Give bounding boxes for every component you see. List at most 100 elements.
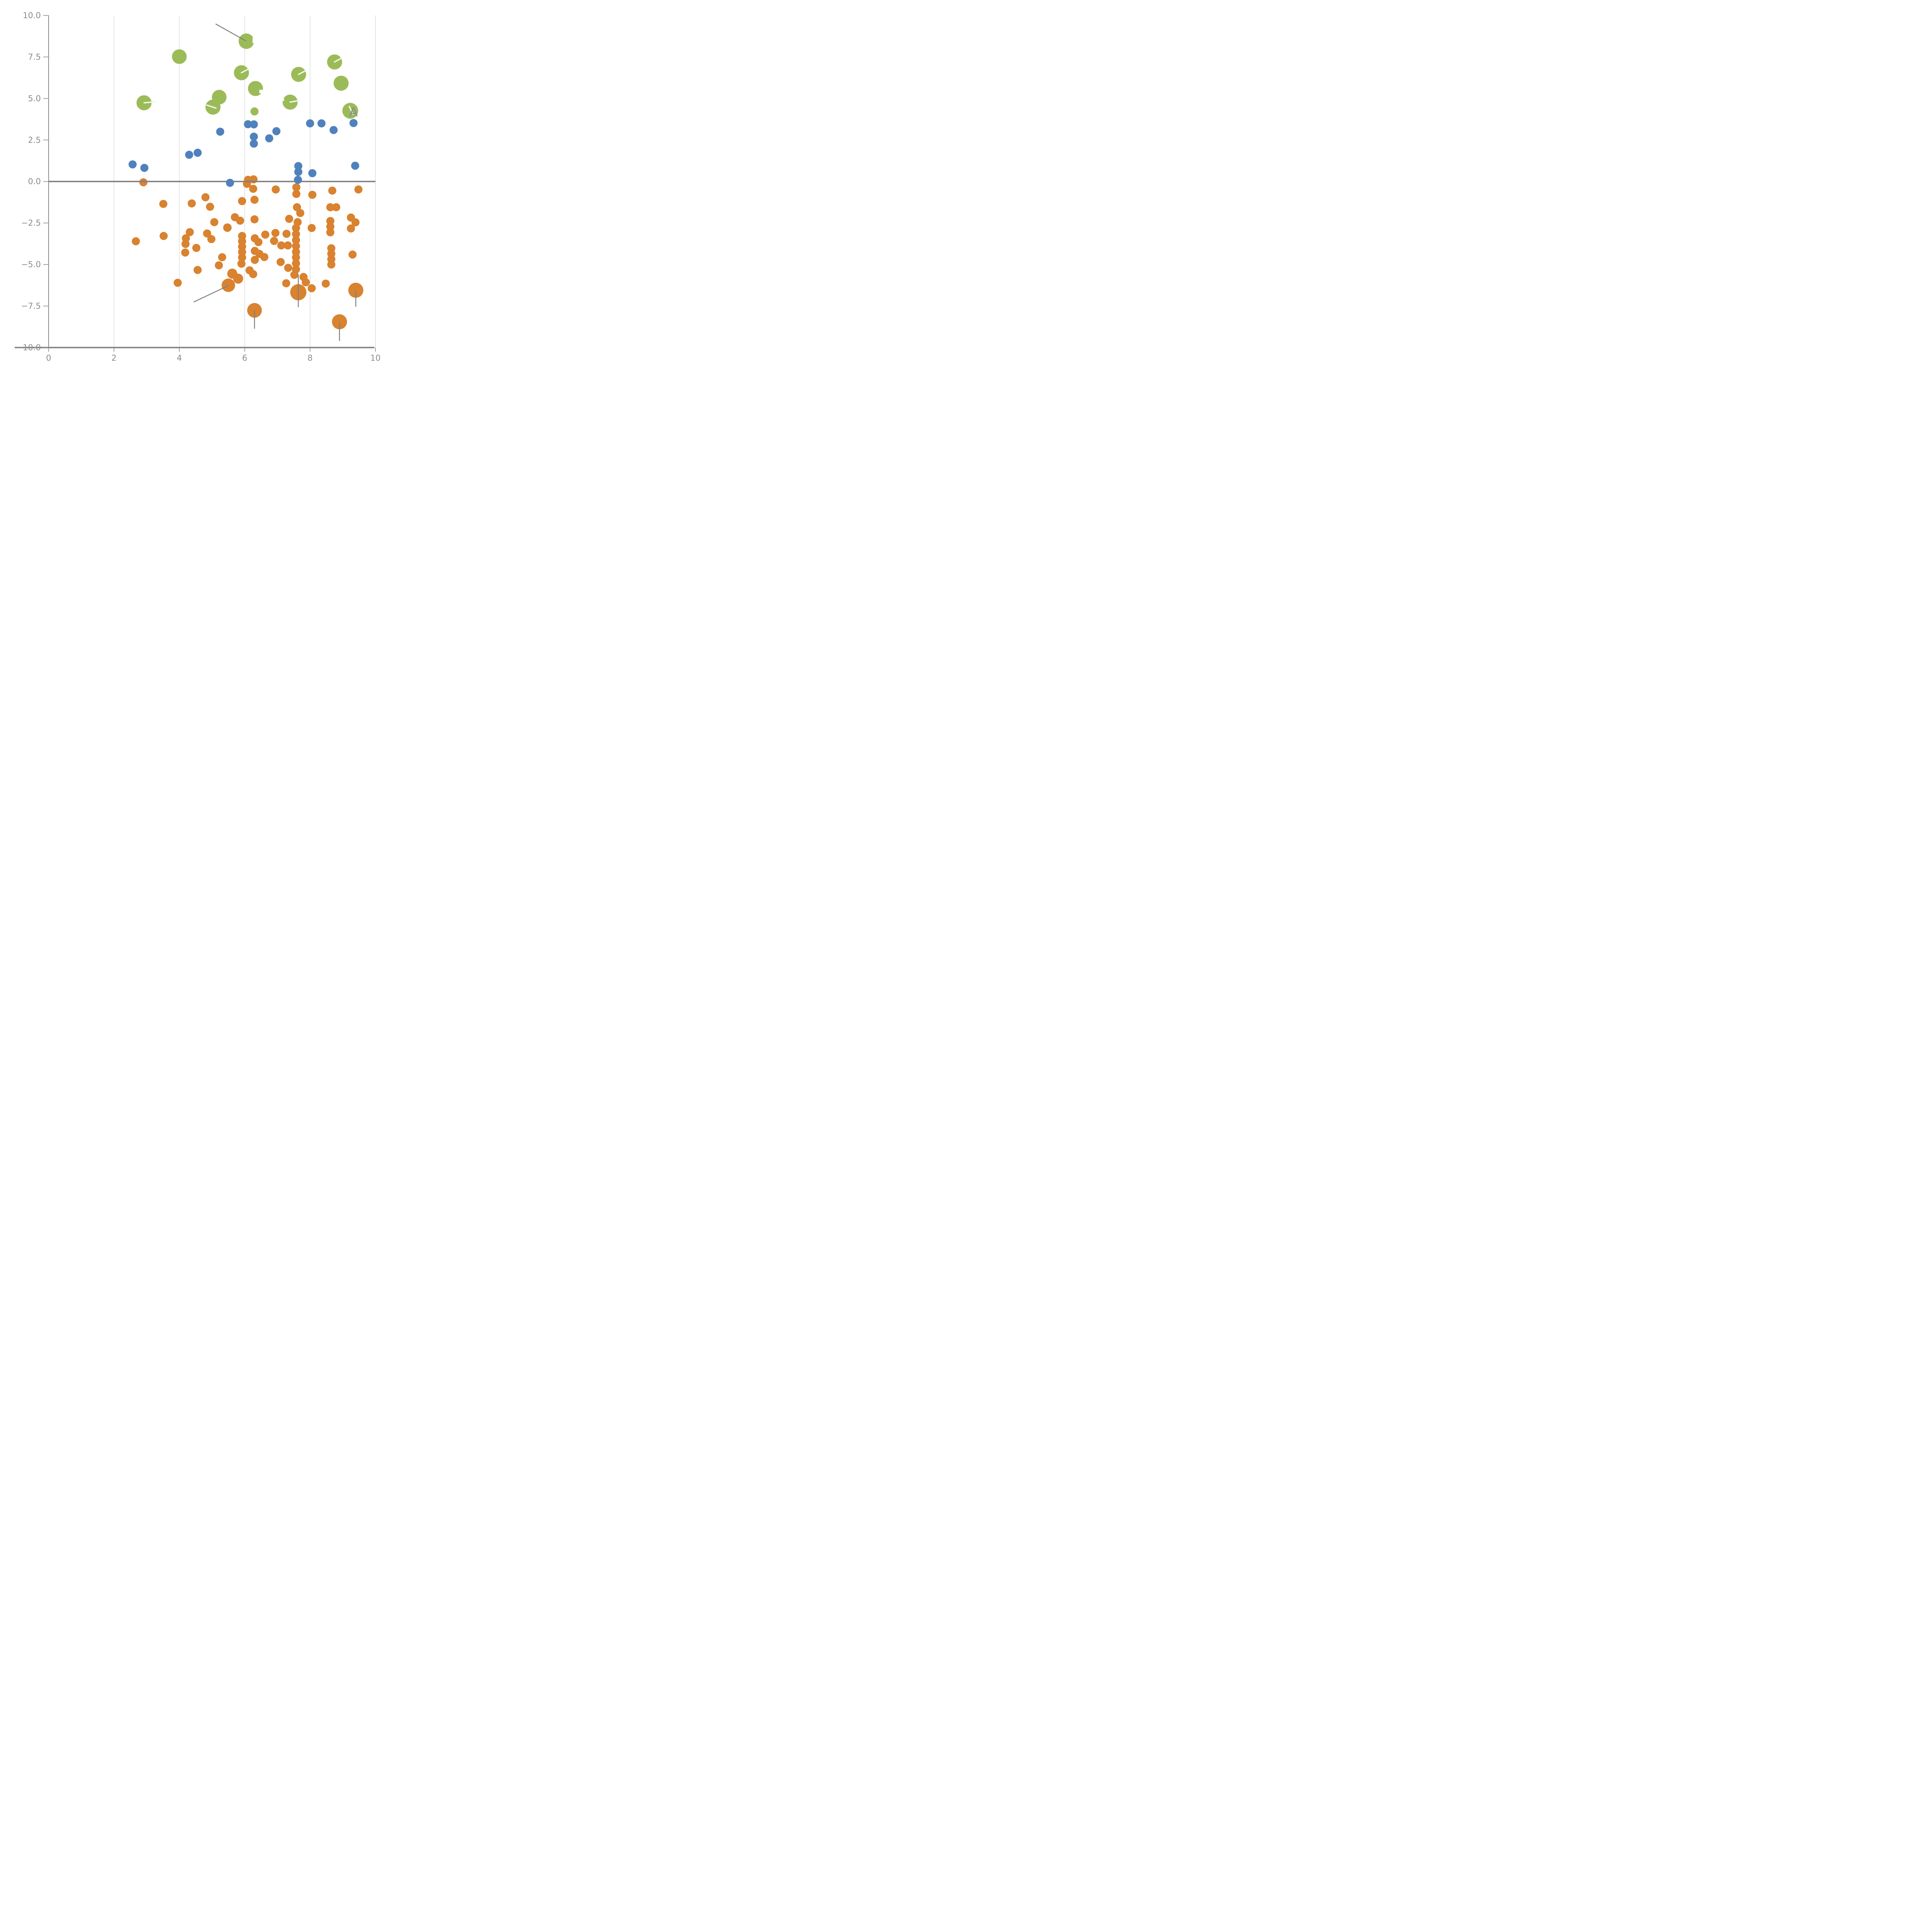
scatter-point-orange [347,224,355,233]
scatter-point-orange [233,274,243,284]
scatter-point-blue [317,119,326,128]
scatter-point-blue [128,160,137,168]
scatter-point-orange [261,230,270,239]
scatter-point-orange [218,253,226,262]
scatter-point-orange [284,241,292,250]
scatter-point-orange [187,199,196,207]
scatter-point-orange [250,256,259,264]
scatter-point-orange [327,260,335,269]
scatter-point-orange [292,259,300,268]
scatter-point-orange [201,193,210,202]
scatter-point-orange [308,224,316,232]
annotation-white-leader-fragment [143,101,156,104]
scatter-point-orange [292,236,300,244]
scatter-point-orange [238,253,247,262]
scatter-plot-canvas: A 0 2 4 6 8 10 10.0 7.5 5.0 2.5 0.0 −2.5 −5.0 −7.5 −10.… [15,11,381,362]
scatter-point-orange [236,216,244,225]
scatter-point-blue [250,133,258,141]
scatter-point-orange [292,242,300,250]
scatter-point-blue [250,120,258,129]
scatter-point-orange [249,270,257,278]
scatter-point-orange [237,259,246,268]
scatter-point-orange [301,278,310,287]
scatter-point-orange [210,218,219,226]
annotation-white-leader-fragment [334,58,342,63]
scatter-point-orange [328,186,337,195]
y-tick-label: 0.0 [28,177,41,186]
scatter-point-orange [332,203,340,211]
scatter-point-green-large [333,75,349,91]
scatter-point-orange [160,232,168,240]
scatter-point-orange [249,185,257,193]
x-tick-label: 4 [177,353,182,362]
annotation-white-leader-fragment [298,70,306,75]
scatter-point-orange [290,270,299,279]
scatter-point-orange [348,282,364,298]
scatter-point-orange [292,183,301,192]
scatter-point-orange [223,223,232,232]
scatter-point-orange [326,217,335,225]
scatter-point-orange [159,200,168,208]
scatter-point-blue [306,119,314,128]
y-tick-label: 7.5 [28,52,41,61]
scatter-point-blue [250,139,258,148]
annotation-leader-line [215,24,247,41]
scatter-point-orange [276,258,285,266]
scatter-point-orange [173,279,182,287]
scatter-point-orange [285,214,293,223]
annotation-label-A: A [349,105,358,119]
y-tick-label: 2.5 [28,135,41,145]
scatter-point-orange [348,250,357,259]
scatter-point-orange [181,248,189,257]
scatter-point-orange [332,314,347,330]
scatter-point-green-large [342,103,358,119]
scatter-point-blue [329,126,338,134]
scatter-point-orange [193,266,202,274]
scatter-point-orange [271,229,280,237]
scatter-point-orange [308,284,316,293]
scatter-point-orange [214,261,223,270]
scatter-point-green-large [238,33,254,49]
scatter-point-orange [139,178,148,187]
scatter-point-orange [351,218,360,226]
scatter-point-blue [193,148,202,157]
scatter-point-blue [349,119,358,127]
scatter-point-orange [282,230,291,238]
annotation-white-text-fragment [282,99,284,101]
scatter-point-orange [277,241,286,250]
scatter-point-orange [132,237,140,245]
scatter-point-orange [282,279,291,287]
y-tick-label: −10.0 [16,343,41,352]
scatter-point-orange [270,237,278,245]
scatter-point-orange [181,240,190,248]
scatter-point-orange [272,185,280,194]
annotation-white-text-fragment [252,37,255,43]
x-tick-label: 6 [242,353,247,362]
annotation-white-leader-fragment [206,104,217,109]
scatter-point-blue [216,128,224,136]
scatter-point-orange [203,229,211,238]
scatter-point-orange [296,209,304,217]
annotation-white-leader-fragment [241,68,250,73]
scatter-point-orange [192,244,201,252]
scatter-point-orange [292,190,301,198]
scatter-point-blue [140,163,149,172]
scatter-point-orange [250,215,259,224]
scatter-point-orange [354,185,363,194]
scatter-point-blue [226,179,234,187]
scatter-point-orange [326,228,335,236]
scatter-point-orange [260,253,269,261]
y-tick-label: 5.0 [28,94,41,103]
x-tick-label: 0 [46,353,51,362]
scatter-figure: A 0 2 4 6 8 10 10.0 7.5 5.0 2.5 0.0 −2.5 −5.0 −7.5 −10.… [0,0,386,386]
scatter-point-orange [292,230,300,238]
scatter-point-blue [294,175,302,184]
scatter-point-orange [207,235,216,243]
scatter-point-blue [308,169,316,177]
scatter-point-blue [294,162,303,170]
x-tick-label: 2 [111,353,116,362]
scatter-point-orange [238,197,247,205]
annotation-white-leader-fragment [289,100,301,103]
scatter-point-orange [308,190,316,199]
scatter-point-blue [185,151,193,159]
